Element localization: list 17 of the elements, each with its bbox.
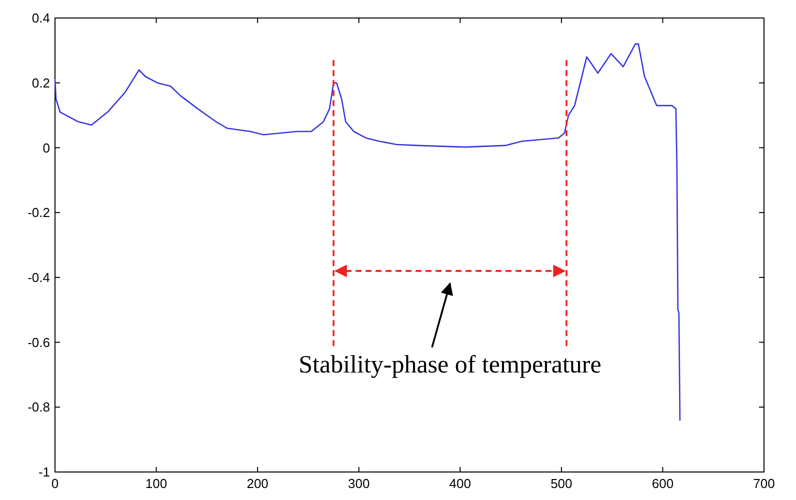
y-tick-label: 0.4 — [32, 10, 50, 26]
x-tick-label: 700 — [753, 476, 775, 491]
y-tick-label: -0.2 — [28, 205, 50, 220]
y-tick-label: -0.4 — [28, 270, 50, 285]
x-tick-label: 500 — [550, 476, 572, 491]
y-tick-label: 0 — [42, 140, 50, 156]
y-tick-label: -0.6 — [28, 334, 50, 350]
x-tick-label: 600 — [652, 476, 674, 491]
y-tick-label: 0.2 — [32, 75, 50, 90]
x-tick-label: 100 — [145, 476, 168, 491]
line-series — [54, 43, 681, 421]
x-tick-label: 400 — [449, 476, 471, 491]
x-tick-label: 300 — [348, 476, 370, 491]
y-tick-label: -0.8 — [28, 400, 50, 415]
annotation: Stability-phase of temperature — [298, 351, 602, 378]
x-tick-label: 200 — [246, 476, 268, 491]
y-tick-label: -1 — [38, 464, 50, 480]
